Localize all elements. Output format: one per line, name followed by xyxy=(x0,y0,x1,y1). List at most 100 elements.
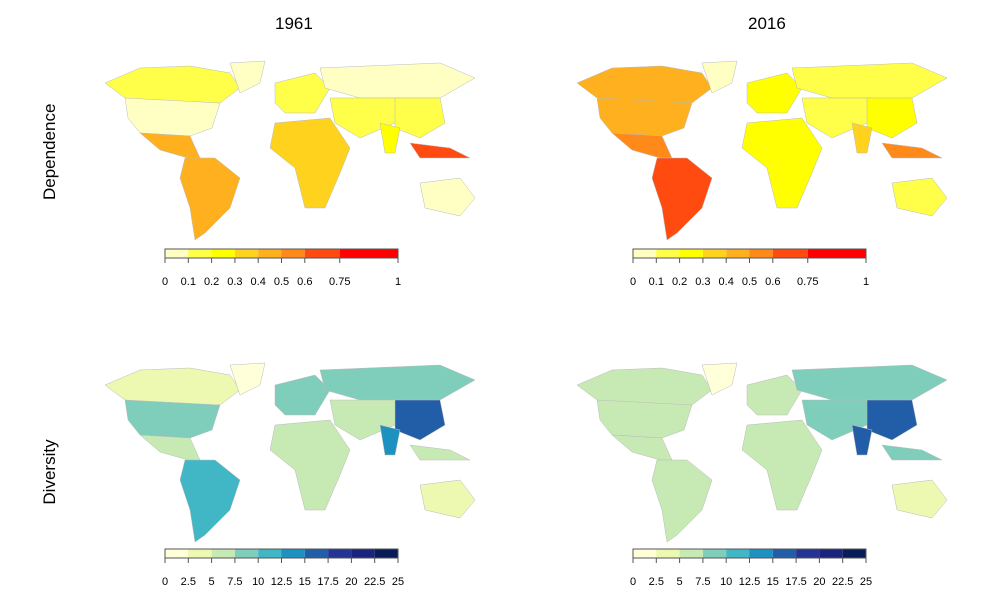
legend-tick-label: 0.6 xyxy=(297,276,312,288)
legend-bin xyxy=(281,249,305,258)
region-europe xyxy=(274,72,331,114)
legend-bin xyxy=(351,549,375,558)
region-greenland xyxy=(229,362,266,396)
region-greenland xyxy=(229,60,266,94)
legend-bin xyxy=(281,549,305,558)
legend-bin xyxy=(726,549,750,558)
legend-tick-label: 0.2 xyxy=(204,276,219,288)
legend-tick-label: 0.4 xyxy=(719,276,734,288)
legend-tick-label: 5 xyxy=(209,576,215,588)
legend-tick-label: 12.5 xyxy=(271,576,292,588)
region-us xyxy=(596,399,693,439)
legend-tick-label: 25 xyxy=(860,576,872,588)
region-canada xyxy=(104,367,241,406)
region-mexico xyxy=(611,434,673,461)
region-greenland xyxy=(701,60,738,94)
legend-tick-label: 0.5 xyxy=(274,276,289,288)
legend-tick-label: 15 xyxy=(767,576,779,588)
region-seasia xyxy=(409,444,471,461)
map-dependence-1961 xyxy=(104,60,476,241)
legend-tick-label: 0.1 xyxy=(181,276,196,288)
legend-bin xyxy=(772,549,797,558)
legend-bin xyxy=(339,249,398,258)
region-india xyxy=(379,424,401,456)
region-europe xyxy=(746,72,803,114)
column-title-1961: 1961 xyxy=(275,14,313,33)
region-southamerica xyxy=(651,459,713,543)
legend-bin xyxy=(328,549,352,558)
region-greenland xyxy=(701,362,738,396)
legend-tick-label: 0.1 xyxy=(649,276,664,288)
legend-tick-label: 25 xyxy=(392,576,404,588)
legend-tick-label: 0.4 xyxy=(251,276,266,288)
legend-bin xyxy=(374,549,398,558)
region-canada xyxy=(576,367,713,406)
legend-tick-label: 0 xyxy=(162,276,168,288)
legend-bin xyxy=(726,249,750,258)
region-russia xyxy=(319,62,476,99)
legend-bin xyxy=(234,249,259,258)
legend-bin xyxy=(807,249,866,258)
legend-bin xyxy=(749,249,773,258)
region-seasia xyxy=(881,142,943,159)
legend-bin xyxy=(258,249,282,258)
legend-tick-label: 0 xyxy=(630,276,636,288)
legend-bin xyxy=(304,549,329,558)
legend-bin xyxy=(211,549,235,558)
region-europe xyxy=(746,374,803,416)
legend-bin xyxy=(679,249,703,258)
region-australia xyxy=(891,479,948,519)
legend-tick-label: 7.5 xyxy=(695,576,710,588)
region-mexico xyxy=(611,132,673,159)
region-us xyxy=(596,97,693,137)
region-canada xyxy=(104,65,241,104)
legend-tick-label: 5 xyxy=(677,576,683,588)
map-diversity-2016 xyxy=(576,362,948,543)
legend-bin xyxy=(165,549,189,558)
legend-tick-label: 17.5 xyxy=(317,576,338,588)
legend-tick-label: 17.5 xyxy=(785,576,806,588)
legend-bin xyxy=(656,549,680,558)
legend-tick-label: 0.75 xyxy=(797,276,818,288)
legend-tick-label: 0 xyxy=(162,576,168,588)
legend-tick-label: 0.75 xyxy=(329,276,350,288)
legend-tick-label: 10 xyxy=(252,576,264,588)
legend-tick-label: 1 xyxy=(863,276,869,288)
legend-bin xyxy=(304,249,340,258)
map-diversity-1961 xyxy=(104,362,476,543)
region-china xyxy=(866,399,918,441)
region-china xyxy=(394,97,446,139)
legend-bin xyxy=(258,549,282,558)
legend-bin xyxy=(633,249,657,258)
legend-tick-label: 20 xyxy=(813,576,825,588)
region-africa xyxy=(741,117,823,209)
legend-bin xyxy=(633,549,657,558)
legend-tick-label: 1 xyxy=(395,276,401,288)
legend-tick-label: 10 xyxy=(720,576,732,588)
region-southamerica xyxy=(179,459,241,543)
region-southamerica xyxy=(651,157,713,241)
legend-bin xyxy=(796,549,820,558)
region-africa xyxy=(269,117,351,209)
region-australia xyxy=(891,177,948,217)
region-africa xyxy=(269,419,351,511)
legend-bin xyxy=(702,249,727,258)
region-india xyxy=(379,122,401,154)
region-southamerica xyxy=(179,157,241,241)
region-russia xyxy=(319,364,476,401)
legend-bin xyxy=(188,549,212,558)
region-mexico xyxy=(139,132,201,159)
region-russia xyxy=(791,364,948,401)
legend-tick-label: 0.5 xyxy=(742,276,757,288)
legend-bin xyxy=(165,249,189,258)
region-europe xyxy=(274,374,331,416)
column-title-2016: 2016 xyxy=(748,14,786,33)
legend-bin xyxy=(702,549,727,558)
legend-tick-label: 22.5 xyxy=(364,576,385,588)
legend-tick-label: 15 xyxy=(299,576,311,588)
legend-tick-label: 20 xyxy=(345,576,357,588)
legend-tick-label: 7.5 xyxy=(227,576,242,588)
region-canada xyxy=(576,65,713,104)
